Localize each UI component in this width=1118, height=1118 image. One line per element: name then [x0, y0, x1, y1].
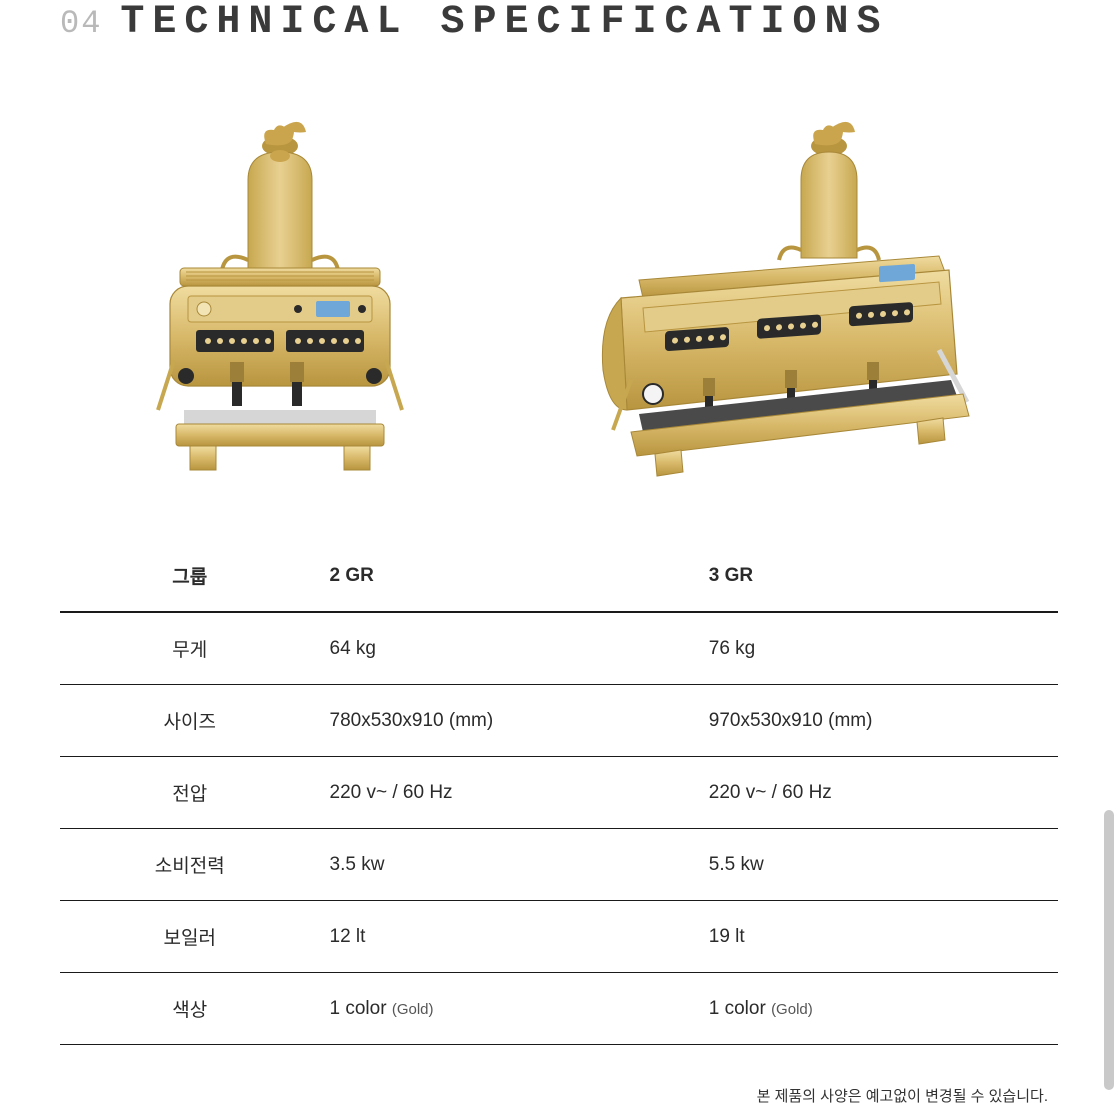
- spec-label: 보일러: [60, 901, 300, 973]
- spec-value-3gr: 1 color (Gold): [679, 973, 1058, 1045]
- product-images-row: [60, 100, 1058, 480]
- spec-label: 사이즈: [60, 685, 300, 757]
- section-number: 04: [60, 5, 102, 42]
- table-header-row: 그룹 2 GR 3 GR: [60, 540, 1058, 612]
- spec-value-3gr: 5.5 kw: [679, 829, 1058, 901]
- section-heading: 04 TECHNICAL SPECIFICATIONS: [60, 0, 1058, 45]
- product-image-2gr: [130, 110, 430, 480]
- table-row: 소비전력3.5 kw5.5 kw: [60, 829, 1058, 901]
- table-row: 보일러12 lt19 lt: [60, 901, 1058, 973]
- spec-value-2gr: 780x530x910 (mm): [300, 685, 679, 757]
- spec-value-2gr: 3.5 kw: [300, 829, 679, 901]
- table-row: 전압220 v~ / 60 Hz220 v~ / 60 Hz: [60, 757, 1058, 829]
- spec-value-3gr: 970x530x910 (mm): [679, 685, 1058, 757]
- table-row: 색상1 color (Gold)1 color (Gold): [60, 973, 1058, 1045]
- spec-label: 무게: [60, 612, 300, 685]
- footnote-text: 본 제품의 사양은 예고없이 변경될 수 있습니다.: [757, 1085, 1048, 1106]
- col-header-3gr: 3 GR: [679, 540, 1058, 612]
- spec-label: 전압: [60, 757, 300, 829]
- spec-label: 소비전력: [60, 829, 300, 901]
- section-title: TECHNICAL SPECIFICATIONS: [120, 0, 888, 45]
- spec-value-2gr: 64 kg: [300, 612, 679, 685]
- spec-value-2gr: 12 lt: [300, 901, 679, 973]
- spec-value-2gr: 220 v~ / 60 Hz: [300, 757, 679, 829]
- spec-value-3gr: 220 v~ / 60 Hz: [679, 757, 1058, 829]
- table-row: 사이즈780x530x910 (mm)970x530x910 (mm): [60, 685, 1058, 757]
- spec-value-3gr: 19 lt: [679, 901, 1058, 973]
- spec-label: 색상: [60, 973, 300, 1045]
- product-image-3gr: [569, 110, 989, 480]
- scrollbar-thumb[interactable]: [1104, 810, 1114, 1090]
- spec-value-2gr: 1 color (Gold): [300, 973, 679, 1045]
- col-header-group: 그룹: [60, 540, 300, 612]
- table-row: 무게64 kg76 kg: [60, 612, 1058, 685]
- col-header-2gr: 2 GR: [300, 540, 679, 612]
- spec-value-3gr: 76 kg: [679, 612, 1058, 685]
- spec-table: 그룹 2 GR 3 GR 무게64 kg76 kg사이즈780x530x910 …: [60, 540, 1058, 1045]
